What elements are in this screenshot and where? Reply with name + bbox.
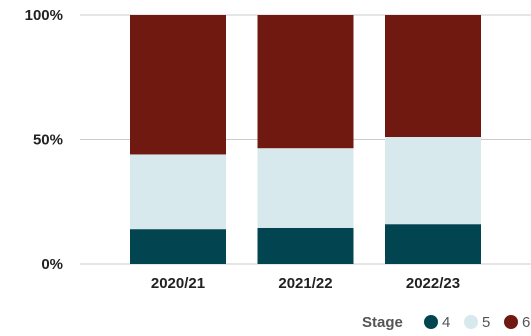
x-tick-label: 2021/22 xyxy=(278,275,332,292)
bar-segment-stage-5 xyxy=(257,148,354,228)
legend-label-stage-6: 6 xyxy=(522,314,530,331)
legend-label-stage-4: 4 xyxy=(442,314,450,331)
bar-segment-stage-6 xyxy=(130,15,226,155)
bars xyxy=(130,15,481,264)
x-tick-label: 2022/23 xyxy=(406,275,460,292)
bar-segment-stage-6 xyxy=(257,15,354,149)
y-tick-label: 100% xyxy=(25,7,63,24)
legend-swatch-stage-4 xyxy=(424,315,438,329)
legend-title: Stage xyxy=(362,314,403,331)
legend-label-stage-5: 5 xyxy=(482,314,490,331)
y-tick-label: 50% xyxy=(33,132,63,149)
y-tick-label: 0% xyxy=(41,256,63,273)
bar-segment-stage-6 xyxy=(385,15,481,138)
x-tick-label: 2020/21 xyxy=(151,275,205,292)
y-axis-ticks: 0% 50% 100% xyxy=(25,7,63,273)
bar-segment-stage-4 xyxy=(257,227,354,264)
bar-segment-stage-5 xyxy=(130,154,226,230)
bar-segment-stage-4 xyxy=(130,229,226,264)
legend: Stage 4 5 6 xyxy=(362,314,530,331)
legend-swatch-stage-6 xyxy=(504,315,518,329)
x-axis-ticks: 2020/21 2021/22 2022/23 xyxy=(151,275,460,292)
legend-swatch-stage-5 xyxy=(464,315,478,329)
bar-segment-stage-4 xyxy=(385,224,481,264)
bar-segment-stage-5 xyxy=(385,137,481,225)
